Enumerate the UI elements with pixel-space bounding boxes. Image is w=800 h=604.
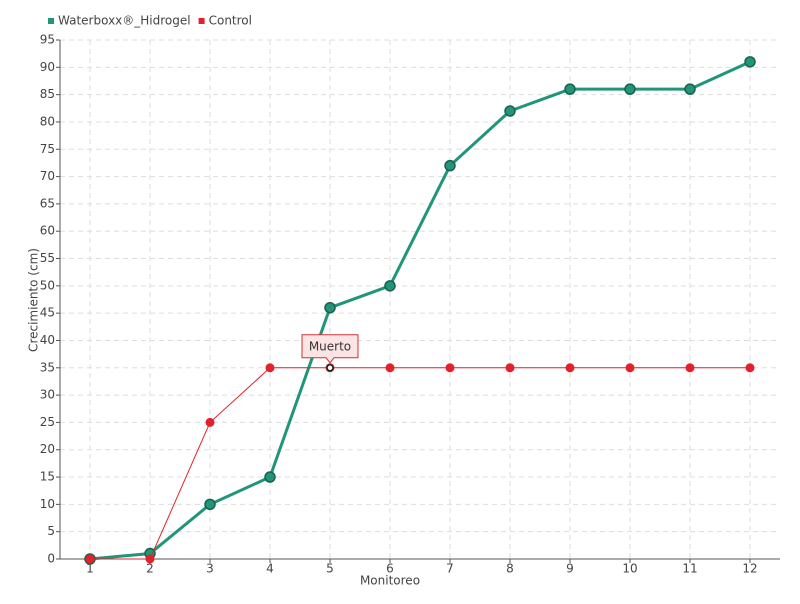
data-point	[625, 363, 635, 373]
x-tick-label: 3	[206, 562, 214, 576]
y-tick-label: 60	[40, 224, 55, 238]
y-tick-label: 70	[40, 169, 55, 183]
data-point	[624, 83, 636, 95]
y-tick-label: 25	[40, 415, 55, 429]
x-tick-label: 11	[682, 562, 697, 576]
y-tick-label: 90	[40, 60, 55, 74]
annotated-point	[326, 364, 334, 372]
data-point	[564, 83, 576, 95]
data-point	[384, 280, 396, 292]
legend-swatch	[48, 18, 54, 24]
data-point	[685, 363, 695, 373]
y-tick-label: 75	[40, 142, 55, 156]
series-line	[90, 367, 750, 560]
data-point	[265, 363, 275, 373]
data-point	[205, 417, 215, 427]
x-tick-label: 9	[566, 562, 574, 576]
annotation-box	[301, 334, 359, 364]
y-tick-label: 80	[40, 114, 55, 128]
data-point	[504, 105, 516, 117]
data-point	[385, 363, 395, 373]
data-point	[505, 363, 515, 373]
legend-label: Waterboxx®_Hidrogel	[58, 14, 191, 28]
y-tick-label: 55	[40, 251, 55, 265]
data-point	[324, 301, 336, 314]
x-tick-label: 5	[326, 562, 334, 576]
y-tick-label: 45	[40, 306, 55, 320]
x-axis-label: Monitoreo	[360, 574, 420, 588]
y-tick-label: 30	[40, 388, 55, 402]
data-point	[85, 554, 95, 564]
series-line	[89, 60, 751, 561]
x-tick-label: 12	[742, 562, 757, 576]
y-tick-label: 20	[40, 442, 55, 456]
y-axis-label: Crecimiento (cm)	[27, 248, 41, 352]
x-tick-label: 1	[86, 562, 94, 576]
y-tick-label: 10	[40, 497, 55, 511]
data-point	[744, 56, 756, 68]
x-tick-label: 2	[146, 562, 154, 576]
legend-label: Control	[209, 14, 252, 28]
data-point	[684, 83, 696, 95]
y-tick-label: 85	[40, 87, 55, 101]
y-tick-label: 50	[40, 278, 55, 292]
y-tick-label: 40	[40, 333, 55, 347]
annotation-text: Muerto	[309, 339, 351, 353]
data-point	[565, 363, 575, 373]
y-tick-label: 5	[47, 524, 55, 538]
legend-swatch	[198, 18, 205, 24]
data-point	[445, 363, 455, 373]
x-tick-label: 10	[622, 562, 637, 576]
data-point	[264, 471, 276, 483]
data-point	[204, 498, 216, 511]
data-point	[145, 554, 155, 564]
data-point	[444, 159, 456, 172]
y-tick-label: 95	[40, 33, 55, 47]
x-tick-label: 6	[386, 562, 394, 576]
y-tick-label: 65	[40, 196, 55, 210]
x-tick-label: 8	[506, 562, 514, 576]
y-tick-label: 15	[40, 470, 55, 484]
y-tick-label: 35	[40, 360, 55, 374]
y-tick-label: 0	[47, 552, 55, 566]
data-point	[745, 363, 755, 373]
x-tick-label: 4	[266, 562, 274, 576]
x-tick-label: 7	[446, 562, 454, 576]
